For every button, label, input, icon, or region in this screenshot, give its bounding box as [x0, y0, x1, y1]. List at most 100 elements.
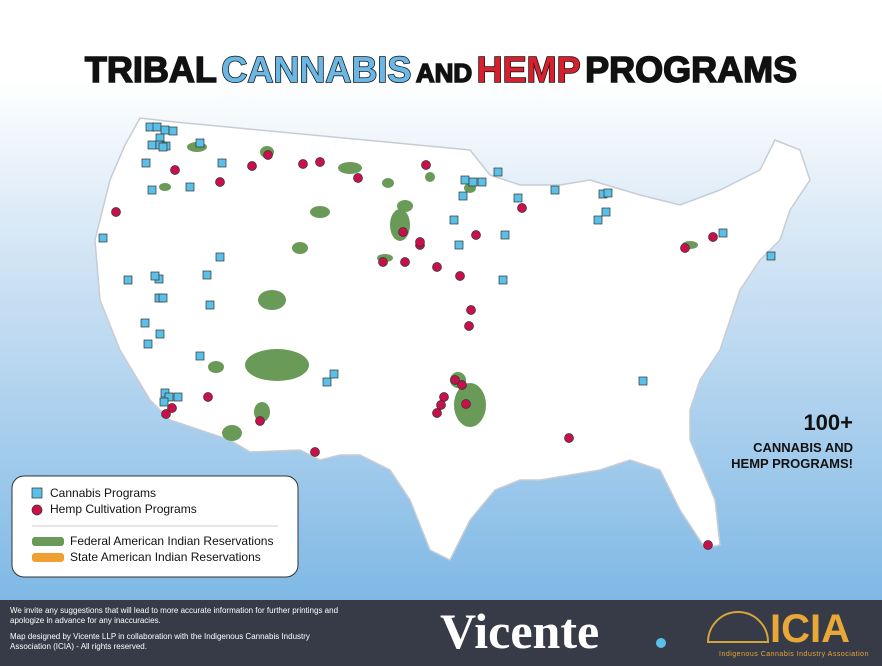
legend-swatch: [32, 553, 64, 562]
reservations: [159, 142, 698, 441]
cannabis-marker: [159, 397, 169, 407]
hemp-marker: [310, 447, 320, 457]
cannabis-marker: [195, 138, 205, 148]
cannabis-marker: [500, 230, 510, 240]
legend-swatch: [31, 504, 43, 516]
reservation: [245, 349, 309, 381]
cannabis-marker: [173, 392, 183, 402]
hemp-marker: [703, 540, 713, 550]
hemp-marker: [398, 227, 408, 237]
cannabis-marker: [98, 233, 108, 243]
hemp-marker: [215, 177, 225, 187]
hemp-marker: [161, 409, 171, 419]
cannabis-marker: [158, 142, 168, 152]
legend-label: Hemp Cultivation Programs: [50, 502, 197, 516]
hemp-marker: [298, 159, 308, 169]
title-word: TRIBAL: [85, 49, 217, 90]
hemp-marker: [111, 207, 121, 217]
markers: [98, 122, 776, 550]
reservation: [338, 162, 362, 174]
title: TRIBAL CANNABIS AND HEMP PROGRAMS: [85, 49, 797, 90]
cannabis-marker: [141, 158, 151, 168]
title-word: HEMP: [477, 49, 581, 90]
cannabis-marker: [322, 377, 332, 387]
hemp-marker: [353, 173, 363, 183]
cannabis-marker: [195, 351, 205, 361]
cannabis-marker: [205, 300, 215, 310]
title-word: CANNABIS: [221, 49, 411, 90]
cannabis-marker: [202, 270, 212, 280]
cannabis-marker: [718, 228, 728, 238]
hemp-marker: [450, 375, 460, 385]
reservation: [222, 425, 242, 441]
legend-label: State American Indian Reservations: [70, 550, 261, 564]
cannabis-marker: [152, 122, 162, 132]
hemp-marker: [708, 232, 718, 242]
footer-notes: We invite any suggestions that will lead…: [10, 606, 339, 651]
cannabis-marker: [498, 275, 508, 285]
reservation: [208, 361, 224, 373]
cannabis-marker: [155, 329, 165, 339]
callout-number: 100+: [803, 410, 853, 435]
hemp-marker: [432, 262, 442, 272]
vicente-logo: Vicente: [440, 603, 599, 659]
hemp-marker: [415, 237, 425, 247]
hemp-marker: [517, 203, 527, 213]
cannabis-marker: [168, 126, 178, 136]
hemp-marker: [247, 161, 257, 171]
cannabis-marker: [143, 339, 153, 349]
cannabis-marker: [123, 275, 133, 285]
cannabis-marker: [766, 251, 776, 261]
cannabis-marker: [468, 177, 478, 187]
cannabis-marker: [454, 240, 464, 250]
cannabis-marker: [460, 175, 470, 185]
us-outline: [94, 117, 811, 562]
cannabis-marker: [215, 252, 225, 262]
cannabis-marker: [449, 215, 459, 225]
legend-swatch: [31, 487, 43, 499]
hemp-marker: [564, 433, 574, 443]
cannabis-marker: [185, 182, 195, 192]
legend-swatch: [32, 537, 64, 546]
reservation: [310, 206, 330, 218]
hemp-marker: [400, 257, 410, 267]
footer-note: We invite any suggestions that will lead…: [10, 606, 339, 625]
reservation: [397, 200, 413, 212]
callout-text: CANNABIS AND: [753, 440, 853, 455]
reservation: [390, 209, 410, 241]
hemp-marker: [421, 160, 431, 170]
title-word: PROGRAMS: [585, 49, 797, 90]
hemp-marker: [378, 257, 388, 267]
legend: Cannabis Programs Hemp Cultivation Progr…: [11, 475, 299, 578]
icia-logo: ICIA: [770, 607, 850, 651]
title-word: AND: [416, 58, 472, 88]
cannabis-marker: [164, 392, 174, 402]
hemp-marker: [170, 165, 180, 175]
cannabis-marker: [160, 125, 170, 135]
cannabis-marker: [593, 215, 603, 225]
cannabis-marker: [550, 185, 560, 195]
cannabis-marker: [140, 318, 150, 328]
legend-label: Federal American Indian Reservations: [70, 534, 273, 548]
hemp-marker: [464, 321, 474, 331]
icia-emblem: [706, 611, 770, 643]
footer-bar: [0, 600, 882, 666]
cannabis-marker: [329, 369, 339, 379]
cannabis-marker: [217, 158, 227, 168]
cannabis-marker: [458, 191, 468, 201]
hemp-marker: [466, 305, 476, 315]
hemp-marker: [203, 392, 213, 402]
reservation: [382, 178, 394, 188]
cannabis-marker: [603, 188, 613, 198]
cannabis-marker: [638, 376, 648, 386]
hemp-marker: [432, 408, 442, 418]
callout-text: HEMP PROGRAMS!: [731, 456, 853, 471]
callout: 100+ CANNABIS AND HEMP PROGRAMS!: [731, 410, 853, 471]
legend-label: Cannabis Programs: [50, 486, 156, 500]
hemp-marker: [457, 380, 467, 390]
hemp-marker: [436, 400, 446, 410]
hemp-marker: [461, 399, 471, 409]
cannabis-marker: [147, 185, 157, 195]
